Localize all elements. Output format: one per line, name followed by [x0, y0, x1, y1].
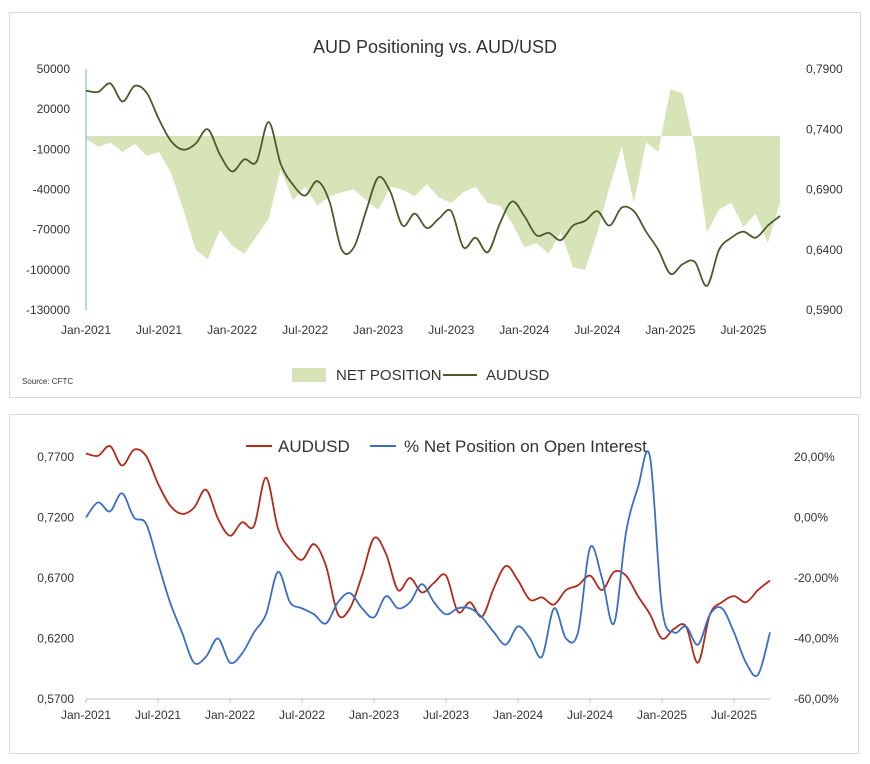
- legend-swatch-net-position: [292, 368, 326, 382]
- positioning-chart: AUD Positioning vs. AUD/USD 50000 20000 -10…: [22, 37, 843, 386]
- chart-panel-positioning: AUD Positioning vs. AUD/USD 50000 20000 -10…: [9, 12, 861, 398]
- y-right-tick-label: 0,6900: [806, 183, 843, 197]
- chart-title: AUD Positioning vs. AUD/USD: [313, 37, 557, 57]
- y-left-tick-label: 0,6200: [37, 632, 74, 646]
- x-tick-label: Jul-2021: [135, 708, 181, 722]
- legend-label-audusd: AUDUSD: [486, 367, 550, 384]
- y-left-tick-label: 20000: [37, 102, 71, 116]
- x-tick-label: Jul-2025: [711, 708, 757, 722]
- y-right-tick-label: -60,00%: [794, 692, 839, 706]
- legend-label-audusd: AUDUSD: [278, 437, 350, 456]
- y-left-tick-label: 0,7700: [37, 450, 74, 464]
- y-left-tick-label: -70000: [33, 223, 71, 237]
- y-left-tick-label: 0,7200: [37, 511, 74, 525]
- x-tick-label: Jul-2023: [428, 323, 474, 337]
- y-right-tick-label: -20,00%: [794, 571, 839, 585]
- x-tick-label: Jan-2025: [637, 708, 687, 722]
- y-left-tick-label: 50000: [37, 62, 71, 76]
- x-tick-label: Jan-2022: [205, 708, 255, 722]
- x-tick-label: Jan-2021: [61, 708, 111, 722]
- y-right-tick-label: 0,6400: [806, 243, 843, 257]
- y-right-tick-label: 0,5900: [806, 303, 843, 317]
- x-tick-label: Jul-2024: [574, 323, 620, 337]
- x-tick-label: Jan-2023: [353, 323, 403, 337]
- y-right-tick-label: -40,00%: [794, 632, 839, 646]
- x-tick-label: Jul-2024: [567, 708, 613, 722]
- net-pct-line: [85, 450, 771, 677]
- chart-panel-percent-oi: 0,7700 0,7200 0,6700 0,6200 0,5700 20,00% 0,00…: [9, 414, 859, 754]
- x-tick-label: Jan-2025: [645, 323, 695, 337]
- audusd-line: [85, 445, 771, 664]
- x-tick-label: Jul-2025: [720, 323, 766, 337]
- source-note: Source: CFTC: [22, 377, 73, 386]
- x-tick-label: Jan-2021: [61, 323, 111, 337]
- legend-label-net-pct: % Net Position on Open Interest: [404, 437, 647, 456]
- x-tick-label: Jul-2022: [279, 708, 325, 722]
- y-right-tick-label: 0,00%: [794, 511, 828, 525]
- y-left-tick-label: 0,6700: [37, 571, 74, 585]
- y-left-tick-label: -10000: [33, 142, 71, 156]
- y-left-tick-label: -130000: [26, 303, 70, 317]
- x-tick-label: Jan-2022: [207, 323, 257, 337]
- x-tick-label: Jan-2024: [499, 323, 549, 337]
- audusd-line: [85, 82, 781, 287]
- y-right-tick-label: 20,00%: [794, 450, 835, 464]
- x-tick-label: Jul-2022: [282, 323, 328, 337]
- y-left-tick-label: 0,5700: [37, 692, 74, 706]
- y-left-tick-label: -40000: [33, 183, 71, 197]
- y-right-tick-label: 0,7400: [806, 122, 843, 136]
- legend-label-net-position: NET POSITION: [336, 367, 442, 384]
- percent-oi-chart: 0,7700 0,7200 0,6700 0,6200 0,5700 20,00% 0,00…: [37, 437, 839, 722]
- y-right-tick-label: 0,7900: [806, 62, 843, 76]
- net-position-area: [86, 89, 780, 270]
- y-left-tick-label: -100000: [26, 263, 70, 277]
- x-tick-label: Jan-2023: [349, 708, 399, 722]
- x-tick-label: Jul-2021: [136, 323, 182, 337]
- x-tick-label: Jul-2023: [423, 708, 469, 722]
- x-tick-label: Jan-2024: [493, 708, 543, 722]
